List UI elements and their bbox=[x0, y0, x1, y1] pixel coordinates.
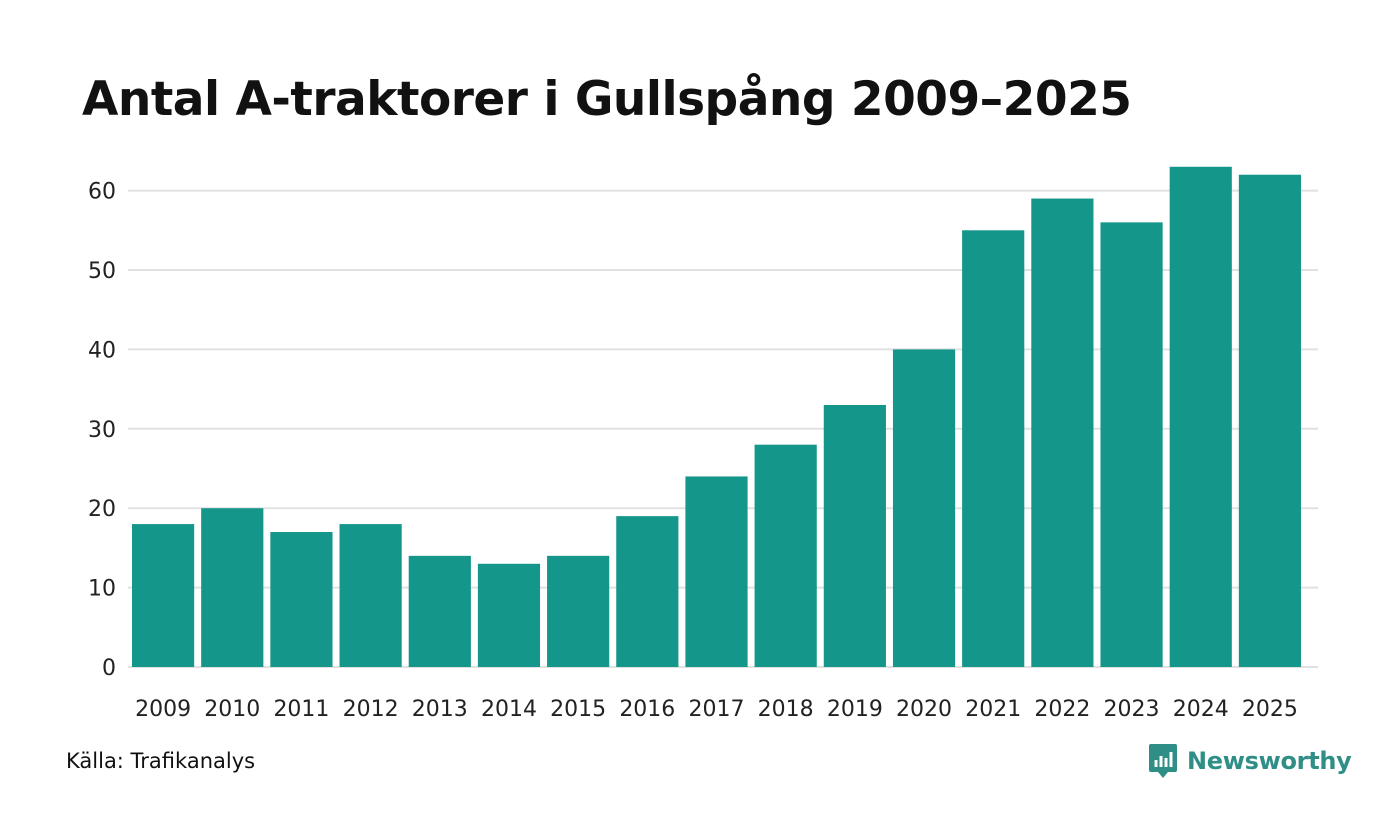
bar-2009 bbox=[132, 524, 195, 667]
chart-title: Antal A-traktorer i Gullspång 2009–2025 bbox=[82, 72, 1132, 127]
y-tick-label: 10 bbox=[88, 577, 116, 602]
bar-2019 bbox=[823, 404, 886, 667]
x-tick-label-2023: 2023 bbox=[1104, 697, 1160, 722]
source-note: Källa: Trafikanalys bbox=[66, 749, 256, 773]
bar-2017 bbox=[685, 476, 748, 667]
x-tick-label-2024: 2024 bbox=[1173, 697, 1229, 722]
bar-2025 bbox=[1238, 174, 1301, 667]
x-tick-label-2017: 2017 bbox=[689, 697, 745, 722]
bar-2020 bbox=[892, 349, 956, 667]
x-tick-label-2014: 2014 bbox=[481, 697, 537, 722]
y-tick-label: 30 bbox=[88, 418, 116, 443]
y-tick-label: 60 bbox=[88, 180, 116, 205]
x-tick-label-2020: 2020 bbox=[896, 697, 952, 722]
x-tick-label-2015: 2015 bbox=[550, 697, 606, 722]
bar-2022 bbox=[1031, 198, 1094, 668]
x-tick-label-2018: 2018 bbox=[758, 697, 814, 722]
x-tick-label-2025: 2025 bbox=[1242, 697, 1298, 722]
brand-logo: Newsworthy bbox=[1148, 743, 1352, 779]
x-tick-label-2009: 2009 bbox=[135, 697, 191, 722]
x-tick-label-2021: 2021 bbox=[965, 697, 1021, 722]
bar-2016 bbox=[616, 516, 679, 667]
bar-2013 bbox=[408, 555, 471, 667]
y-tick-label: 40 bbox=[88, 338, 116, 363]
bar-2015 bbox=[547, 555, 610, 667]
y-tick-label: 50 bbox=[88, 259, 116, 284]
bar-2024 bbox=[1169, 166, 1232, 667]
x-axis-tick-labels: 2009 2010 2011 2012 2013 2014 2015 2016 2017 2018… bbox=[135, 697, 1298, 722]
x-tick-label-2019: 2019 bbox=[827, 697, 883, 722]
bars bbox=[132, 166, 1301, 668]
x-tick-label-2010: 2010 bbox=[204, 697, 260, 722]
bar-2021 bbox=[962, 230, 1025, 668]
bar-2023 bbox=[1100, 222, 1163, 668]
newsworthy-logo-icon bbox=[1149, 744, 1177, 778]
x-tick-label-2011: 2011 bbox=[273, 697, 329, 722]
x-tick-label-2016: 2016 bbox=[619, 697, 675, 722]
bar-2012 bbox=[339, 524, 402, 667]
y-tick-label: 20 bbox=[88, 497, 116, 522]
bar-2014 bbox=[477, 563, 541, 667]
x-tick-label-2013: 2013 bbox=[412, 697, 468, 722]
y-axis-tick-labels: 0 10 20 30 40 50 60 bbox=[88, 180, 116, 681]
y-tick-label: 0 bbox=[102, 656, 116, 681]
bar-2018 bbox=[754, 444, 817, 667]
x-tick-label-2022: 2022 bbox=[1034, 697, 1090, 722]
brand-name: Newsworthy bbox=[1187, 747, 1352, 775]
bar-2010 bbox=[201, 508, 264, 667]
x-tick-label-2012: 2012 bbox=[343, 697, 399, 722]
bar-2011 bbox=[270, 532, 333, 667]
